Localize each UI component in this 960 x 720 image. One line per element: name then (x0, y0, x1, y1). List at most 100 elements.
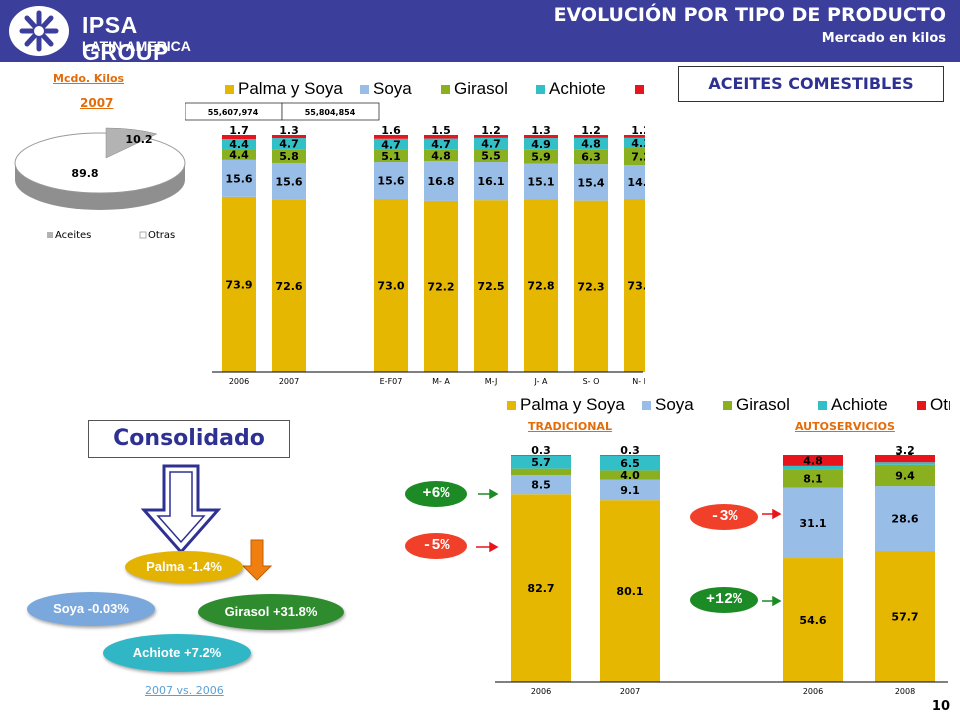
data-label: 8.1 (803, 472, 823, 485)
bar-segment (524, 149, 558, 164)
red-arrow-icon (476, 541, 499, 553)
bar-segment (474, 200, 508, 372)
data-label: 72.2 (427, 280, 454, 293)
x-tick-label: J- A (534, 377, 549, 386)
bar-segment (272, 149, 306, 163)
data-label: 1.2 (481, 124, 501, 137)
total-2006-label: 55,607,974 (208, 108, 259, 117)
bar-segment (875, 486, 935, 552)
bar-segment (875, 455, 935, 463)
x-tick-label: M-J (485, 377, 498, 386)
legend-swatch (47, 232, 53, 238)
data-label: 5.9 (531, 151, 551, 164)
bar-segment (600, 470, 660, 480)
data-label: 8.5 (531, 479, 551, 492)
brand-region: LATIN AMERICA (82, 38, 191, 54)
data-label: 4.7 (279, 138, 299, 151)
bar-segment (424, 200, 458, 372)
data-label: 9.1 (620, 484, 640, 497)
data-label: 4.0 (620, 469, 640, 482)
pie-legend-label: Otras (148, 230, 175, 241)
market-pie-chart: 10.2 89.8 Aceites Otras (14, 127, 186, 241)
bar-segment (424, 135, 458, 139)
x-tick-label: 2006 (803, 687, 823, 696)
data-label: 73.0 (627, 279, 645, 292)
bar-segment (222, 159, 256, 197)
palma-change-bubble: Palma -1.4% (125, 551, 243, 583)
bar-segment (624, 137, 645, 149)
bar-segment (511, 455, 571, 456)
badge-autoservicios-palma: +12% (690, 587, 758, 613)
bar-segment (511, 468, 571, 475)
achiote-change-bubble: Achiote +7.2% (103, 634, 251, 672)
data-label: 4.8 (431, 149, 451, 162)
data-label: 28.6 (891, 513, 918, 526)
bar-segment (222, 139, 256, 150)
bar-segment (524, 135, 558, 139)
data-label: 5.1 (381, 150, 401, 163)
data-label: 1.3 (531, 124, 551, 137)
pie-legend-label: Aceites (55, 230, 91, 241)
soya-change-bubble: Soya -0.03% (27, 592, 155, 626)
bar-segment (574, 137, 608, 150)
total-2007-label: 55,804,854 (305, 108, 356, 117)
total-box (281, 102, 380, 121)
section-label: ACEITES COMESTIBLES (678, 66, 944, 102)
bar-segment (875, 551, 935, 682)
data-label: 16.1 (477, 175, 504, 188)
comparison-note: 2007 vs. 2006 (145, 684, 224, 697)
pie-value-label: 10.2 (125, 133, 152, 146)
x-tick-label: 2007 (620, 687, 640, 696)
pie-title-link[interactable]: Mcdo. Kilos (53, 72, 125, 85)
brand-name: IPSA GROUP (82, 12, 169, 65)
page-title: EVOLUCIÓN POR TIPO DE PRODUCTO (553, 4, 946, 26)
x-tick-label: N- D (632, 377, 645, 386)
channel-label-tradicional: TRADICIONAL (528, 420, 612, 433)
bar-segment (374, 135, 408, 139)
girasol-change-bubble: Girasol +31.8% (198, 594, 344, 630)
bar-segment (600, 455, 660, 471)
data-label: 7.2 (631, 151, 645, 164)
bar-segment (272, 135, 306, 139)
data-label: 73.0 (377, 279, 404, 292)
bar-segment (783, 455, 843, 466)
data-label: 4.9 (531, 138, 551, 151)
legend-label: Soya (655, 395, 694, 414)
legend-swatch (723, 401, 732, 410)
data-label: 4.3 (631, 137, 645, 150)
company-logo: IPSA GROUP LATIN AMERICA (8, 4, 228, 65)
pie-year-label: 2007 (80, 96, 114, 110)
data-label: 15.1 (527, 176, 554, 189)
legend-swatch (360, 85, 369, 94)
legend-label: Soya (373, 79, 412, 98)
legend-label: Palma y Soya (238, 79, 343, 98)
x-tick-label: E-F07 (380, 377, 403, 386)
bar-segment (600, 500, 660, 682)
pie-slice-otras (14, 132, 186, 194)
data-label: 15.6 (225, 172, 252, 185)
badge-tradicional-palma: -5% (405, 533, 467, 559)
bar-segment (511, 494, 571, 682)
data-label: 1.7 (229, 124, 249, 137)
legend-swatch (642, 401, 651, 410)
data-label: 3.2 (895, 444, 915, 457)
data-label: 1.6 (381, 124, 401, 137)
legend-swatch (225, 85, 234, 94)
bar-segment (474, 148, 508, 163)
legend-label: Girasol (454, 79, 508, 98)
consolidado-title: Consolidado (88, 420, 290, 458)
bar-segment (424, 149, 458, 162)
bar-segment (511, 474, 571, 495)
chart-legend: Palma y Soya Soya Girasol Achiote Otros (507, 395, 950, 414)
bar-segment (783, 558, 843, 682)
data-label: 82.7 (527, 582, 554, 595)
data-label: 9.4 (895, 469, 915, 482)
data-label: 1.3 (279, 124, 299, 137)
pie-value-label: 89.8 (71, 167, 98, 180)
data-label: 5.5 (481, 150, 501, 163)
legend-swatch (441, 85, 450, 94)
bar-segment (875, 464, 935, 487)
legend-label: Girasol (736, 395, 790, 414)
data-label: 54.6 (799, 614, 826, 627)
data-label: 72.3 (577, 280, 604, 293)
